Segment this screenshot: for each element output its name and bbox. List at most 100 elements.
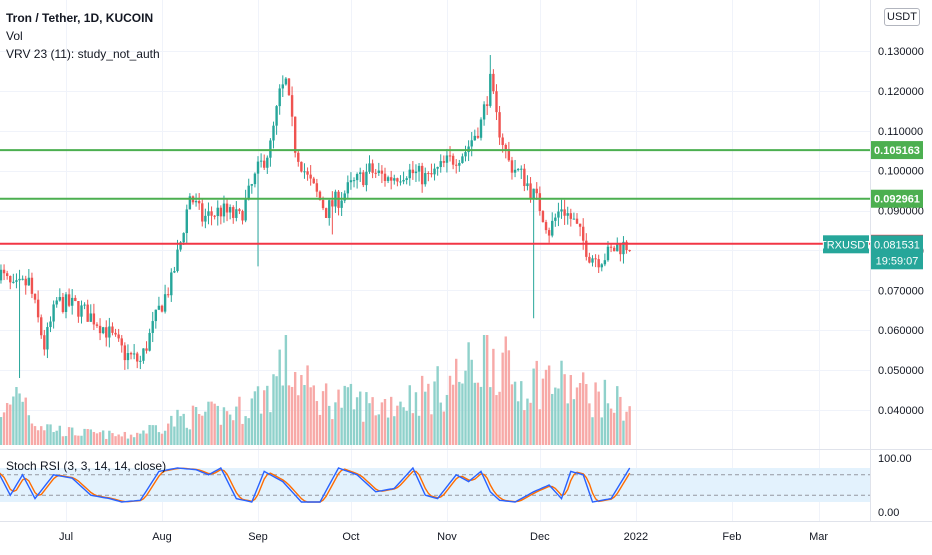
candle[interactable] bbox=[495, 84, 498, 121]
candle[interactable] bbox=[427, 171, 430, 182]
time-axis[interactable]: Jul Aug Sep Oct Nov Dec 2022 Feb Mar bbox=[59, 531, 828, 543]
candle[interactable] bbox=[507, 141, 511, 162]
candle[interactable] bbox=[256, 156, 260, 267]
candle[interactable] bbox=[176, 239, 179, 273]
candle[interactable] bbox=[235, 201, 238, 222]
candle[interactable] bbox=[52, 300, 55, 329]
candle[interactable] bbox=[2, 264, 6, 281]
candle[interactable] bbox=[591, 255, 594, 267]
candle[interactable] bbox=[547, 227, 551, 243]
candle[interactable] bbox=[482, 101, 486, 126]
candle[interactable] bbox=[259, 153, 263, 168]
candle[interactable] bbox=[30, 272, 34, 299]
candle[interactable] bbox=[346, 175, 350, 199]
candle[interactable] bbox=[408, 163, 411, 186]
candle[interactable] bbox=[628, 249, 631, 252]
candle[interactable] bbox=[207, 202, 210, 225]
candle[interactable] bbox=[405, 176, 408, 185]
candle[interactable] bbox=[163, 284, 167, 314]
candle[interactable] bbox=[541, 210, 545, 223]
candle[interactable] bbox=[436, 166, 439, 176]
candle[interactable] bbox=[272, 121, 275, 149]
candle[interactable] bbox=[241, 209, 244, 225]
candle[interactable] bbox=[572, 212, 576, 220]
candle[interactable] bbox=[95, 322, 99, 328]
candle[interactable] bbox=[371, 159, 374, 179]
candle[interactable] bbox=[40, 314, 43, 339]
candle[interactable] bbox=[600, 263, 603, 272]
candle[interactable] bbox=[126, 344, 130, 370]
candle[interactable] bbox=[136, 351, 139, 369]
candle[interactable] bbox=[148, 328, 151, 352]
candle[interactable] bbox=[489, 55, 492, 108]
candle[interactable] bbox=[46, 322, 49, 359]
candle[interactable] bbox=[359, 167, 362, 182]
candle[interactable] bbox=[312, 176, 315, 184]
candle[interactable] bbox=[389, 170, 393, 190]
candle[interactable] bbox=[526, 175, 529, 191]
candle[interactable] bbox=[154, 309, 158, 329]
candle[interactable] bbox=[380, 165, 384, 184]
candle[interactable] bbox=[566, 206, 569, 225]
candle[interactable] bbox=[575, 213, 579, 225]
candle[interactable] bbox=[297, 149, 300, 167]
candle[interactable] bbox=[309, 165, 312, 186]
candle[interactable] bbox=[129, 351, 133, 360]
candle[interactable] bbox=[173, 266, 176, 274]
candle[interactable] bbox=[315, 178, 319, 198]
candle[interactable] bbox=[417, 163, 421, 182]
candle[interactable] bbox=[414, 164, 418, 182]
candle[interactable] bbox=[510, 156, 514, 180]
candle[interactable] bbox=[210, 206, 213, 226]
candle[interactable] bbox=[362, 170, 365, 188]
candle[interactable] bbox=[278, 84, 281, 115]
candle[interactable] bbox=[222, 195, 226, 223]
candle[interactable] bbox=[393, 174, 396, 185]
candle[interactable] bbox=[532, 188, 535, 319]
candle[interactable] bbox=[64, 292, 68, 319]
candle[interactable] bbox=[105, 320, 108, 347]
candle[interactable] bbox=[15, 273, 18, 289]
candle[interactable] bbox=[111, 322, 114, 336]
candle[interactable] bbox=[569, 208, 573, 227]
candle[interactable] bbox=[473, 129, 477, 141]
candle[interactable] bbox=[77, 301, 80, 323]
candle[interactable] bbox=[194, 193, 198, 207]
candle[interactable] bbox=[83, 302, 86, 310]
candle[interactable] bbox=[544, 219, 548, 234]
candle[interactable] bbox=[58, 288, 62, 302]
candle[interactable] bbox=[114, 328, 117, 337]
candle[interactable] bbox=[151, 311, 154, 343]
candle[interactable] bbox=[36, 290, 40, 323]
candle[interactable] bbox=[451, 153, 455, 170]
candle[interactable] bbox=[535, 182, 538, 200]
candle[interactable] bbox=[461, 153, 464, 164]
candle[interactable] bbox=[293, 116, 297, 158]
candle[interactable] bbox=[24, 275, 27, 295]
candle[interactable] bbox=[430, 163, 433, 178]
candle[interactable] bbox=[498, 105, 501, 145]
candle[interactable] bbox=[204, 208, 207, 229]
candle[interactable] bbox=[27, 268, 31, 286]
candle[interactable] bbox=[485, 96, 489, 115]
candle[interactable] bbox=[21, 275, 24, 281]
candle[interactable] bbox=[18, 269, 21, 379]
candle[interactable] bbox=[12, 273, 15, 284]
candle[interactable] bbox=[554, 213, 557, 227]
candle[interactable] bbox=[74, 295, 77, 302]
candle[interactable] bbox=[197, 193, 201, 210]
candle[interactable] bbox=[538, 186, 542, 216]
candle[interactable] bbox=[9, 275, 12, 290]
candle[interactable] bbox=[303, 163, 306, 179]
candle[interactable] bbox=[625, 240, 628, 254]
stoch-axis[interactable]: 100.00 0.00 bbox=[878, 453, 912, 519]
candle[interactable] bbox=[328, 199, 331, 226]
candle[interactable] bbox=[101, 326, 105, 335]
candle[interactable] bbox=[253, 172, 257, 188]
candle[interactable] bbox=[145, 341, 148, 354]
candle[interactable] bbox=[365, 163, 368, 192]
candle[interactable] bbox=[55, 297, 58, 308]
candle[interactable] bbox=[622, 236, 625, 264]
